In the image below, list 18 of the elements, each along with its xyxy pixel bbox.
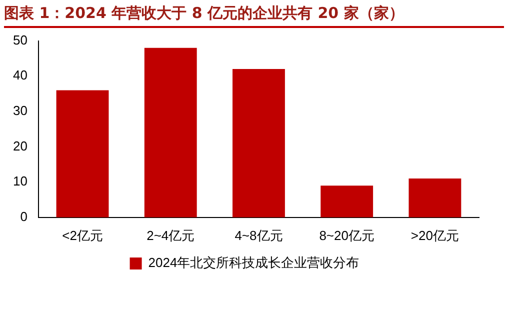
y-tick-label: 50 [12, 32, 28, 48]
y-tick-label: 20 [12, 138, 28, 154]
y-tick-label: 10 [12, 174, 28, 189]
y-tick-label: 30 [12, 103, 28, 118]
x-tick-label: 8~20亿元 [319, 228, 374, 243]
legend-label: 2024年北交所科技成长企业营收分布 [148, 255, 360, 270]
bar [144, 48, 197, 218]
y-tick-label: 0 [20, 208, 28, 224]
bar [408, 178, 462, 218]
x-tick-label: 2~4亿元 [146, 228, 195, 243]
x-tick-label: <2亿元 [62, 228, 103, 243]
bar [56, 90, 109, 218]
x-tick-label: >20亿元 [410, 228, 459, 243]
chart-title: 图表 1：2024 年营收大于 8 亿元的企业共有 20 家（家） [4, 4, 504, 28]
bar [232, 69, 285, 218]
y-tick-label: 40 [12, 68, 28, 83]
bar [320, 186, 374, 218]
x-tick-label: 4~8亿元 [234, 228, 283, 243]
